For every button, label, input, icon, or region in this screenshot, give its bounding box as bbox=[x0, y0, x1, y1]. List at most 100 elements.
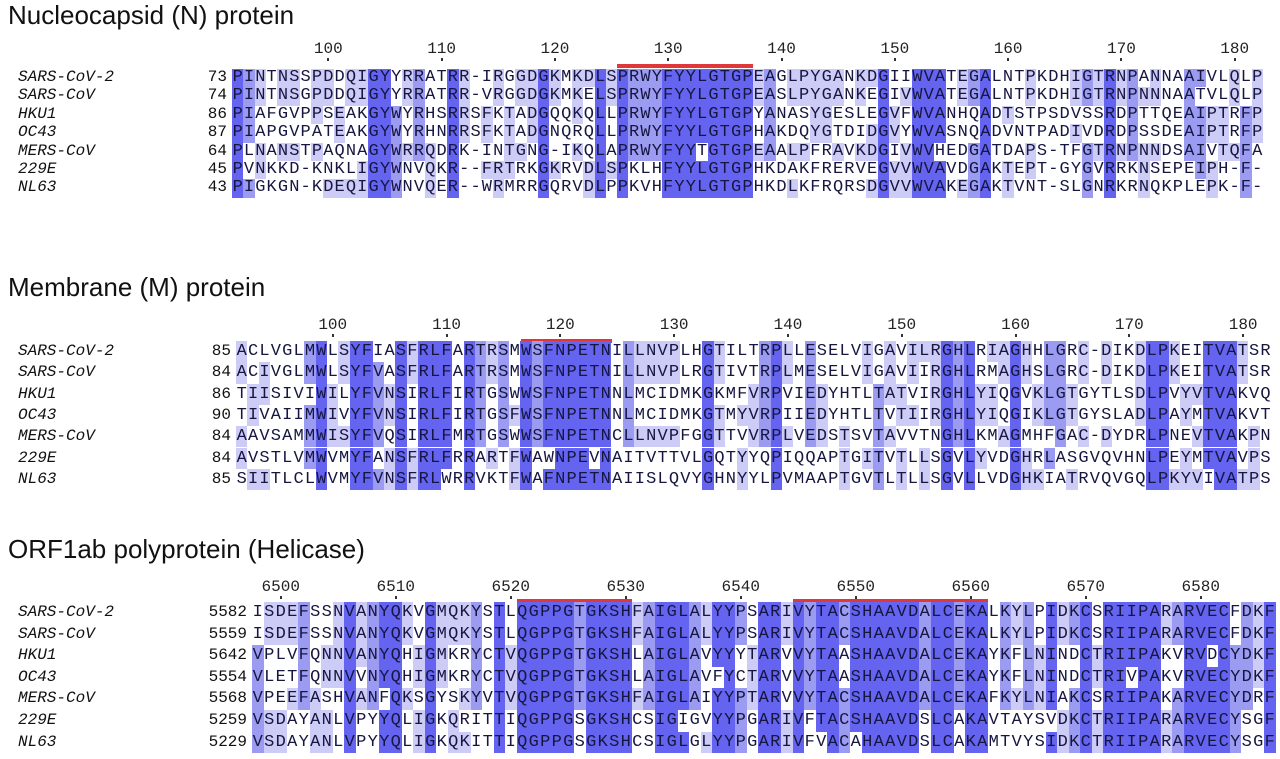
ruler-label: 140 bbox=[767, 40, 796, 58]
residue: H bbox=[861, 623, 873, 646]
residue: - bbox=[549, 141, 560, 161]
residue: G bbox=[730, 160, 742, 180]
residue: R bbox=[975, 363, 987, 383]
residue: F bbox=[481, 160, 493, 180]
residue: A bbox=[979, 178, 991, 198]
residue: M bbox=[561, 68, 572, 87]
residue: S bbox=[395, 404, 407, 427]
residue: T bbox=[1036, 178, 1048, 198]
residue: M bbox=[436, 602, 448, 624]
residue: F bbox=[631, 688, 643, 710]
residue: A bbox=[764, 86, 776, 106]
residue: I bbox=[889, 86, 900, 106]
residue: P bbox=[735, 688, 747, 710]
residue: A bbox=[1225, 447, 1237, 469]
residue: K bbox=[1218, 178, 1229, 198]
residue: F bbox=[266, 104, 277, 124]
residue: V bbox=[252, 688, 264, 710]
residue: Y bbox=[1023, 711, 1034, 730]
residue: V bbox=[372, 362, 384, 384]
residue: T bbox=[287, 667, 298, 687]
residue: D bbox=[1002, 141, 1014, 161]
residue: P bbox=[741, 178, 754, 198]
sequence-name: 229E bbox=[18, 711, 57, 729]
residue: V bbox=[923, 141, 935, 161]
residue: F bbox=[509, 404, 521, 427]
residue: G bbox=[873, 363, 884, 383]
residue: V bbox=[896, 363, 907, 383]
residue: S bbox=[747, 624, 758, 644]
residue: A bbox=[323, 141, 334, 161]
residue: A bbox=[919, 688, 931, 710]
residue: Q bbox=[424, 160, 436, 180]
residue: A bbox=[758, 602, 770, 624]
residue: S bbox=[816, 342, 827, 361]
residue: Q bbox=[310, 667, 321, 687]
residue: P bbox=[668, 426, 680, 448]
residue: H bbox=[620, 666, 632, 689]
residue: G bbox=[877, 68, 890, 88]
residue: V bbox=[900, 141, 912, 161]
residue: R bbox=[759, 404, 771, 427]
residue: T bbox=[815, 602, 827, 624]
residue: Y bbox=[379, 86, 391, 106]
residue: I bbox=[654, 710, 666, 732]
residue: A bbox=[979, 123, 991, 143]
residue: P bbox=[741, 141, 754, 161]
residue: F bbox=[631, 602, 643, 624]
residue: N bbox=[1115, 141, 1127, 161]
residue: G bbox=[528, 623, 540, 646]
residue: A bbox=[976, 710, 988, 732]
residue: A bbox=[1066, 427, 1078, 447]
residue: S bbox=[1248, 363, 1260, 383]
residue: S bbox=[321, 603, 332, 622]
sequence-name: 229E bbox=[18, 448, 57, 467]
residue: I bbox=[247, 468, 259, 491]
residue: P bbox=[565, 341, 578, 363]
residue: Y bbox=[748, 469, 759, 489]
residue: M bbox=[634, 384, 645, 404]
residue: E bbox=[953, 666, 965, 689]
residue: G bbox=[367, 141, 380, 161]
residue: P bbox=[617, 141, 629, 161]
residue: T bbox=[815, 645, 827, 667]
residue: D bbox=[1100, 426, 1112, 448]
residue: A bbox=[827, 710, 839, 732]
residue: E bbox=[828, 363, 839, 383]
residue: S bbox=[321, 689, 332, 709]
residue: N bbox=[367, 688, 379, 710]
residue: V bbox=[923, 86, 935, 106]
residue: V bbox=[1214, 468, 1226, 491]
residue: K bbox=[459, 731, 471, 754]
residue: T bbox=[1150, 104, 1161, 124]
residue: T bbox=[713, 426, 726, 448]
residue: I bbox=[623, 469, 634, 489]
residue: L bbox=[991, 68, 1002, 87]
residue: S bbox=[1014, 104, 1025, 124]
residue: S bbox=[470, 104, 481, 124]
residue: P bbox=[735, 623, 747, 646]
residue: W bbox=[390, 141, 402, 161]
residue: A bbox=[1149, 602, 1161, 624]
residue: D bbox=[1123, 427, 1135, 447]
residue: K bbox=[1123, 342, 1135, 361]
residue: R bbox=[1104, 123, 1116, 143]
residue: P bbox=[1157, 404, 1169, 427]
residue: I bbox=[1070, 123, 1082, 143]
residue: T bbox=[815, 666, 827, 689]
residue: Y bbox=[673, 123, 686, 143]
residue: V bbox=[737, 427, 748, 447]
ruler-label: 100 bbox=[313, 40, 343, 58]
residue: V bbox=[259, 427, 270, 447]
residue: N bbox=[1149, 141, 1161, 161]
residue: R bbox=[975, 342, 987, 361]
residue: F bbox=[1264, 710, 1276, 732]
residue: D bbox=[1161, 123, 1172, 143]
residue: N bbox=[1057, 646, 1068, 666]
residue: T bbox=[1202, 404, 1215, 427]
residue: P bbox=[770, 447, 782, 469]
residue: L bbox=[737, 342, 748, 361]
residue: F bbox=[440, 362, 453, 384]
residue: G bbox=[528, 688, 540, 710]
residue: R bbox=[1104, 68, 1116, 88]
